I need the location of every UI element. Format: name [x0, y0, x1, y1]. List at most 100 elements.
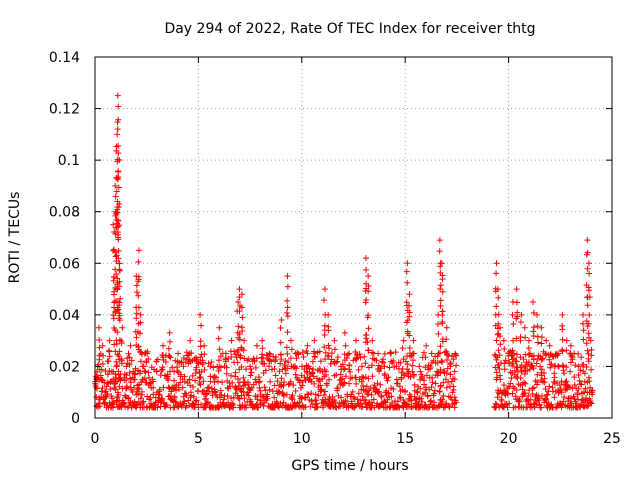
data-point	[358, 363, 365, 370]
data-point	[534, 339, 541, 346]
data-point	[267, 351, 274, 358]
data-point	[563, 337, 570, 344]
data-point	[547, 351, 554, 358]
data-point	[245, 356, 252, 363]
data-point	[202, 391, 209, 398]
data-point	[189, 383, 196, 390]
data-point	[147, 394, 154, 401]
data-point	[117, 295, 124, 302]
data-point	[111, 288, 118, 295]
data-point	[205, 388, 212, 395]
data-point	[285, 359, 292, 366]
data-point	[404, 260, 411, 267]
data-point	[500, 337, 507, 344]
data-point	[234, 359, 241, 366]
data-point	[571, 382, 578, 389]
data-point	[108, 378, 115, 385]
data-point	[588, 352, 595, 359]
data-point	[542, 350, 549, 357]
data-point	[174, 358, 181, 365]
data-point	[559, 348, 566, 355]
data-point	[401, 372, 408, 379]
data-point	[542, 395, 549, 402]
data-point	[357, 354, 364, 361]
data-point	[447, 363, 454, 370]
data-point	[284, 313, 291, 320]
data-point	[352, 348, 359, 355]
data-point	[237, 386, 244, 393]
data-point	[127, 375, 134, 382]
data-point	[114, 175, 121, 182]
data-point	[363, 266, 370, 273]
data-point	[99, 360, 106, 367]
data-point	[254, 404, 261, 411]
data-point	[150, 384, 157, 391]
data-point	[376, 388, 383, 395]
data-point	[424, 392, 431, 399]
data-point	[109, 395, 116, 402]
data-point	[559, 326, 566, 333]
x-tick-label: 25	[603, 431, 621, 447]
data-point	[126, 361, 133, 368]
data-point	[215, 335, 222, 342]
data-point	[378, 393, 385, 400]
data-point	[146, 374, 153, 381]
data-point	[136, 247, 143, 254]
data-point	[311, 353, 318, 360]
data-point	[428, 350, 435, 357]
data-point	[259, 351, 266, 358]
data-point	[313, 397, 320, 404]
data-point	[282, 357, 289, 364]
x-tick-labels: 0 5 10 15 20 25	[91, 431, 621, 447]
data-point	[122, 385, 129, 392]
data-point	[501, 345, 508, 352]
data-point	[400, 337, 407, 344]
data-point	[228, 372, 235, 379]
data-point	[388, 358, 395, 365]
data-point	[283, 344, 290, 351]
data-point	[280, 392, 287, 399]
data-point	[280, 399, 287, 406]
data-point	[259, 337, 266, 344]
data-point	[495, 347, 502, 354]
data-point	[176, 386, 183, 393]
plot-frame	[94, 56, 613, 419]
data-point	[422, 354, 429, 361]
data-point	[255, 374, 262, 381]
data-point	[496, 352, 503, 359]
data-point	[325, 342, 332, 349]
data-point	[133, 310, 140, 317]
data-point	[245, 381, 252, 388]
data-point	[284, 283, 291, 290]
data-point	[406, 313, 413, 320]
data-point	[503, 390, 510, 397]
data-point	[517, 319, 524, 326]
data-point	[309, 358, 316, 365]
data-point	[137, 395, 144, 402]
data-point	[137, 319, 144, 326]
data-point	[145, 356, 152, 363]
data-point	[428, 384, 435, 391]
data-point	[159, 354, 166, 361]
data-point	[288, 346, 295, 353]
data-point	[223, 370, 230, 377]
data-point	[497, 341, 504, 348]
data-point	[552, 404, 559, 411]
data-point	[497, 324, 504, 331]
data-point	[163, 402, 170, 409]
data-point	[220, 396, 227, 403]
data-point	[326, 345, 333, 352]
data-point	[273, 398, 280, 405]
data-point	[190, 393, 197, 400]
data-point	[578, 381, 585, 388]
data-point	[110, 274, 117, 281]
data-point	[434, 321, 441, 328]
data-point	[359, 373, 366, 380]
data-point	[420, 349, 427, 356]
data-point	[435, 330, 442, 337]
data-point	[410, 357, 417, 364]
data-point	[585, 330, 592, 337]
data-point	[450, 356, 457, 363]
data-point	[369, 349, 376, 356]
data-point	[241, 337, 248, 344]
